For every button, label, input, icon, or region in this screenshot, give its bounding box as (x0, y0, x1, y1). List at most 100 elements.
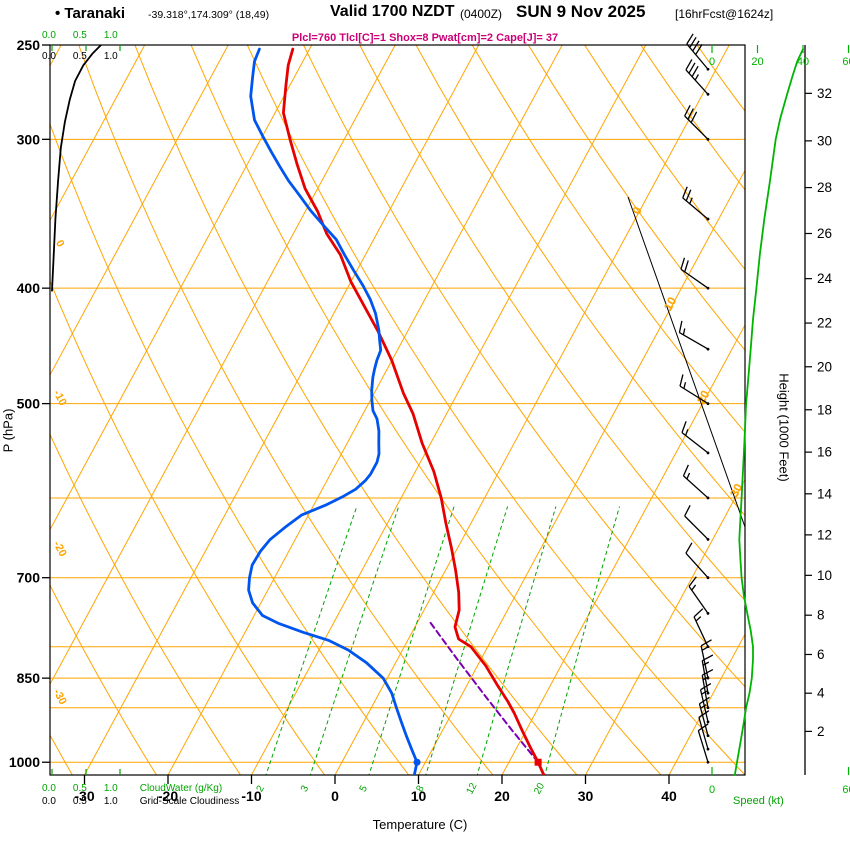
barb-shaft (701, 660, 709, 694)
forecast-info: [16hrFcst@1624z] (675, 7, 774, 21)
barb-feather (697, 723, 709, 732)
mixing-ratio-line (309, 506, 400, 775)
barb-feather (688, 576, 697, 587)
svg-text:10: 10 (817, 568, 832, 583)
dry-adiabat-line (78, 45, 494, 775)
skewt-grid (50, 45, 850, 778)
svg-text:20: 20 (817, 359, 832, 374)
dry-adiabat-line (190, 45, 662, 775)
mixing-ratio-labels: 2 3 5 8 12 20 (255, 781, 548, 796)
scale-tick: 0.5 (72, 51, 87, 62)
barb-shaft (693, 616, 709, 648)
barb-feather (691, 65, 699, 77)
mixing-ratio-line (265, 506, 358, 775)
scale-tick: 1.0 (103, 796, 118, 807)
wind-barbs (678, 33, 714, 764)
barb-feather (682, 464, 689, 477)
barb-half-feather (701, 690, 708, 695)
speed-axis-label: Speed (kt) (733, 795, 784, 807)
barb-feather (679, 374, 684, 387)
svg-text:3: 3 (299, 783, 312, 793)
svg-text:16: 16 (817, 445, 832, 460)
dry-adiabat-line (50, 280, 326, 775)
svg-text:6: 6 (817, 647, 825, 662)
svg-text:2: 2 (817, 724, 825, 739)
dry-adiabat-line (303, 45, 745, 688)
svg-text:20: 20 (494, 788, 510, 804)
surface-markers (413, 758, 542, 766)
temperature-curve (281, 47, 546, 775)
svg-text:300: 300 (17, 131, 41, 147)
barb-half-feather (682, 328, 686, 336)
cloudwater-axis-label: CloudWater (g/Kg) (139, 783, 223, 794)
svg-text:8: 8 (414, 783, 427, 793)
barb-half-feather (700, 704, 707, 709)
barb-feather (690, 111, 698, 123)
svg-text:1000: 1000 (9, 754, 40, 770)
svg-text:0: 0 (331, 788, 339, 804)
dry-adiabat-line (359, 45, 745, 602)
barb-shaft (686, 43, 709, 70)
station-name: • Taranaki (55, 5, 126, 22)
plot-frame (49, 44, 746, 776)
svg-text:5: 5 (358, 783, 371, 793)
svg-text:0: 0 (709, 784, 715, 796)
barb-feather (687, 108, 694, 120)
stability-params: Plcl=760 Tlcl[C]=1 Shox=8 Pwat[cm]=2 Cap… (291, 32, 559, 44)
isotherm-line (84, 45, 480, 775)
dry-adiabat-line (527, 45, 745, 351)
svg-text:60: 60 (842, 784, 850, 796)
scale-tick: 0.0 (42, 796, 56, 807)
barb-half-feather (702, 661, 710, 666)
scale-tick: 0.0 (42, 30, 56, 41)
cloudiness-axis-label: Grid-Scale Cloudiness (139, 796, 240, 807)
svg-text:60: 60 (842, 56, 850, 68)
barb-feather (682, 186, 688, 199)
isotherm-line (50, 45, 313, 531)
barb-shaft (697, 730, 709, 763)
barb-shaft (680, 268, 709, 289)
wind-speed-curve (733, 48, 804, 776)
svg-text:400: 400 (17, 280, 41, 296)
isotherm-line (334, 45, 730, 775)
barb-feather (684, 505, 691, 517)
barb-feather (692, 40, 700, 52)
isotherm-line (251, 45, 647, 775)
svg-text:10: 10 (411, 788, 427, 804)
svg-text:850: 850 (17, 670, 41, 686)
barb-half-feather (686, 472, 691, 480)
dry-adiabat-line (753, 45, 850, 778)
station-coords: -39.318°,174.309° (18,49) (148, 9, 270, 21)
barb-feather (684, 260, 689, 273)
dry-adiabat-line (134, 45, 578, 775)
scale-tick: 1.0 (103, 30, 118, 41)
speed-axis: 0 20 40 60 0 60 (709, 45, 850, 796)
valid-time: Valid 1700 NZDT (330, 3, 455, 20)
svg-text:32: 32 (817, 86, 832, 101)
barb-feather (685, 189, 692, 202)
cloudwater-curve (51, 45, 102, 292)
svg-text:18: 18 (817, 402, 832, 417)
svg-text:0: 0 (709, 56, 715, 68)
mixing-ratio-line (425, 506, 509, 775)
svg-text:250: 250 (17, 37, 41, 53)
barb-feather (684, 105, 691, 117)
barb-feather (681, 421, 687, 433)
barb-shaft (682, 197, 709, 220)
cloudiness-scale-bottom: 0.0 0.5 1.0 Grid-Scale Cloudiness (42, 797, 239, 807)
dewpoint-curve (247, 47, 419, 775)
svg-text:20: 20 (694, 388, 713, 407)
svg-text:-30: -30 (51, 687, 69, 707)
barb-shaft (698, 703, 709, 736)
barb-shaft (683, 475, 709, 499)
mixing-ratio-line (544, 506, 620, 775)
barb-feather (689, 36, 697, 48)
temperature-axis-label: Temperature (C) (372, 817, 468, 832)
svg-text:22: 22 (817, 316, 832, 331)
barb-half-feather (689, 197, 693, 205)
svg-text:8: 8 (817, 608, 825, 623)
svg-text:30: 30 (578, 788, 594, 804)
scale-tick: 0.0 (42, 51, 56, 62)
